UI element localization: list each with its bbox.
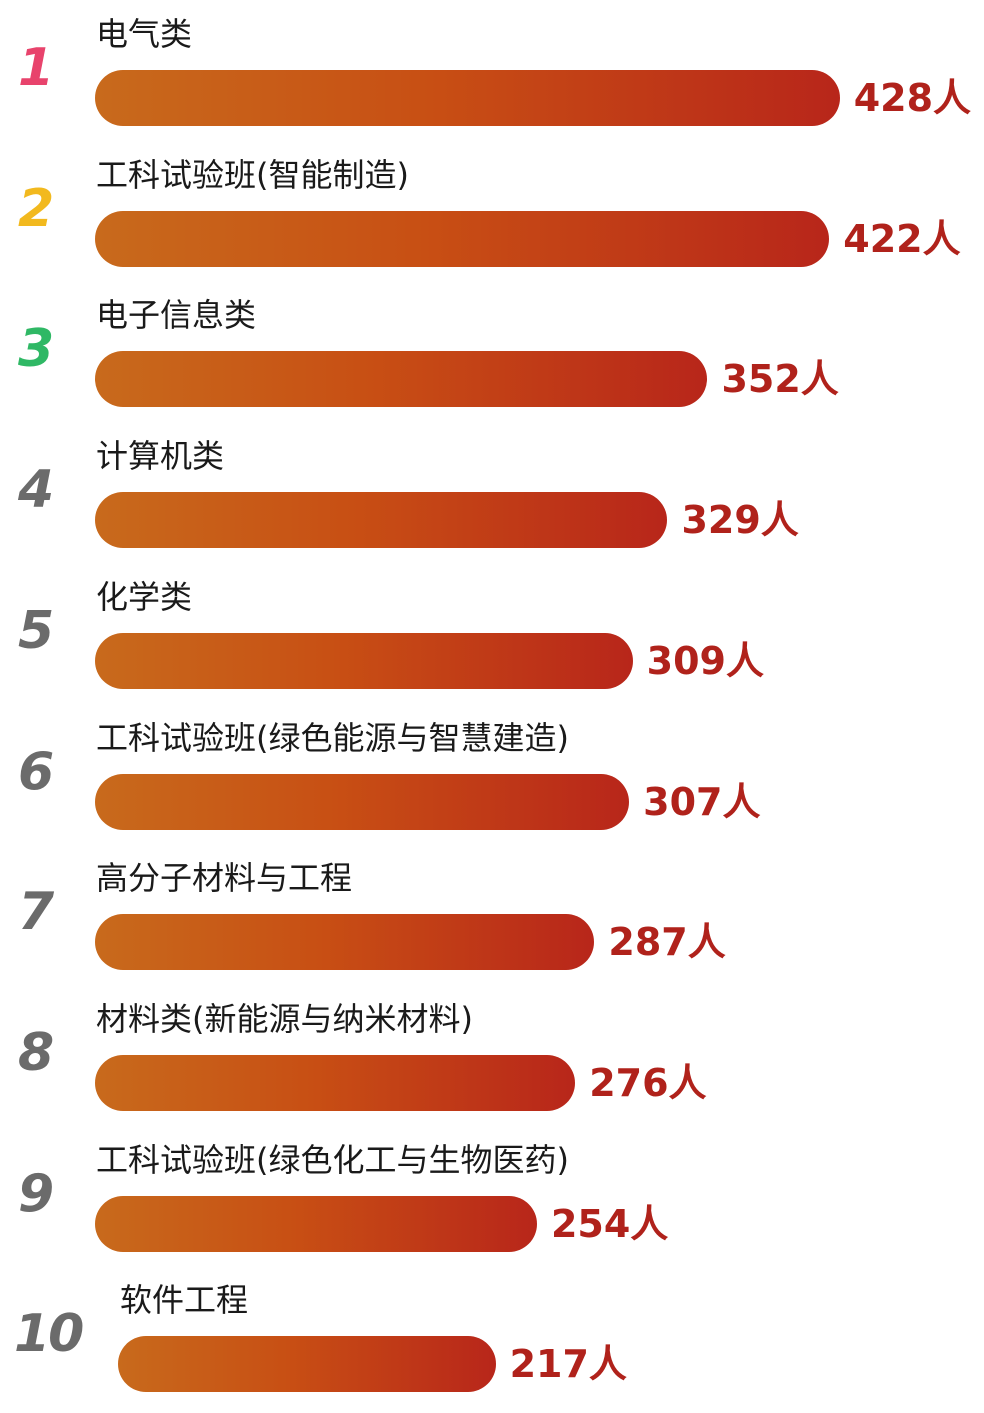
category-label: 化学类: [96, 577, 193, 616]
bar: [118, 1336, 496, 1393]
category-label: 工科试验班(智能制造): [96, 155, 409, 194]
bar: [95, 351, 708, 408]
rank-number: 1: [18, 38, 54, 98]
value-label: 287人: [608, 920, 726, 965]
category-label: 软件工程: [120, 1281, 249, 1320]
category-label: 电子信息类: [96, 296, 257, 335]
rank-number: 9: [18, 1163, 54, 1224]
rank-number: 6: [18, 741, 54, 802]
bar: [95, 70, 840, 126]
value-label: 217人: [509, 1342, 627, 1387]
rank-number: 7: [18, 882, 54, 943]
value-label: 254人: [550, 1201, 669, 1246]
bar: [95, 773, 630, 830]
rank-number: 5: [18, 600, 54, 661]
bar: [95, 492, 668, 549]
value-label: 276人: [589, 1060, 707, 1105]
value-label: 307人: [643, 779, 761, 824]
category-label: 工科试验班(绿色能源与智慧建造): [96, 718, 569, 757]
rank-number: 3: [18, 319, 54, 380]
value-label: 329人: [681, 498, 799, 543]
bar: [95, 1195, 537, 1252]
rank-number: 4: [18, 460, 54, 521]
value-label: 352人: [721, 357, 839, 402]
value-label: 309人: [646, 638, 764, 683]
category-label: 电气类: [96, 15, 193, 53]
category-label: 材料类(新能源与纳米材料): [96, 999, 473, 1038]
value-label: 422人: [843, 216, 961, 261]
category-label: 高分子材料与工程: [96, 859, 353, 898]
bar: [95, 632, 633, 689]
rank-number: 2: [18, 178, 54, 239]
bar: [95, 210, 830, 267]
value-label: 428人: [853, 76, 972, 120]
category-label: 工科试验班(绿色化工与生物医药): [96, 1140, 569, 1179]
bar: [95, 1054, 576, 1111]
bar: [95, 914, 595, 971]
rank-number: 8: [18, 1022, 54, 1083]
category-label: 计算机类: [96, 437, 225, 476]
rank-number: 10: [14, 1304, 84, 1365]
